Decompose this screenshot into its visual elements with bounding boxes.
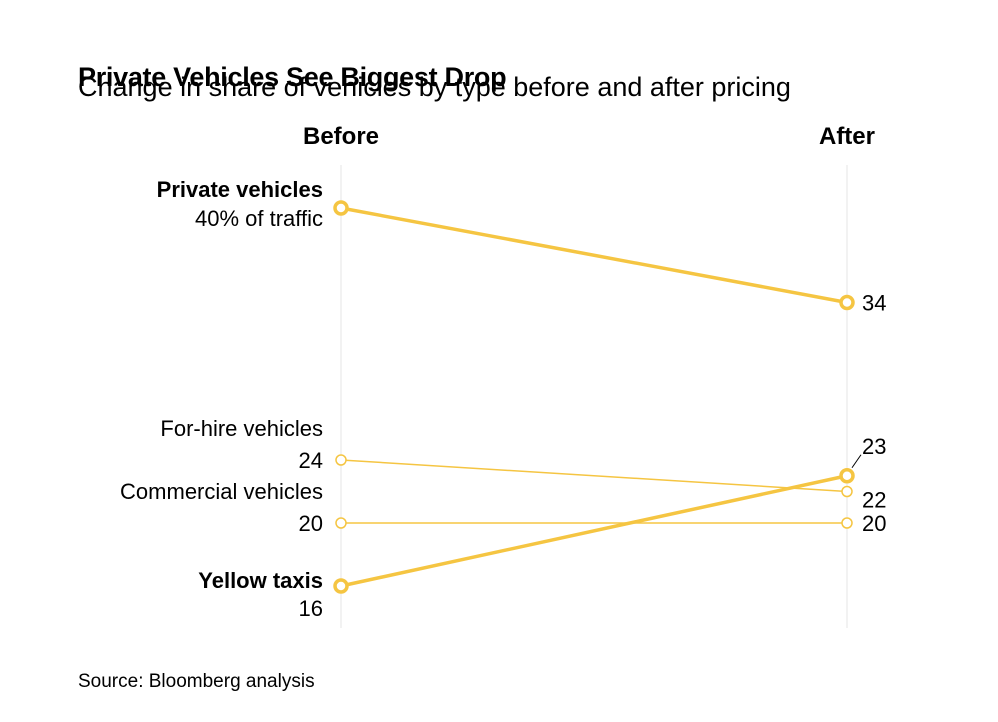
before-value-for-hire-vehicles: 24: [299, 448, 323, 473]
series-name-commercial-vehicles: Commercial vehicles: [120, 479, 323, 504]
after-value-private-vehicles: 34: [862, 291, 886, 316]
series-name-private-vehicles: Private vehicles: [157, 177, 323, 202]
point-after-for-hire-vehicles: [841, 485, 853, 498]
series-line-yellow-taxis: [339, 474, 849, 588]
before-value-yellow-taxis: 16: [299, 596, 323, 621]
point-before-commercial-vehicles: [335, 517, 347, 529]
after-value-commercial-vehicles: 20: [862, 511, 886, 536]
source-note: Source: Bloomberg analysis: [78, 671, 315, 692]
series-line-private-vehicles: [339, 206, 849, 305]
leader-line-yellow-taxis: [851, 454, 862, 469]
chart-subtitle: Change in share of vehicles by type befo…: [78, 72, 791, 102]
column-header-after: After: [819, 123, 875, 150]
point-before-private-vehicles: [333, 200, 349, 216]
after-value-for-hire-vehicles: 22: [862, 488, 886, 513]
point-after-private-vehicles: [839, 294, 855, 311]
series-name-yellow-taxis: Yellow taxis: [198, 568, 323, 593]
before-value-commercial-vehicles: 20: [299, 511, 323, 536]
after-value-yellow-taxis: 23: [862, 434, 886, 459]
series-name-for-hire-vehicles: For-hire vehicles: [160, 416, 323, 441]
point-before-yellow-taxis: [333, 578, 349, 594]
point-before-for-hire-vehicles: [335, 454, 347, 466]
point-after-yellow-taxis: [839, 468, 855, 484]
column-header-before: Before: [303, 123, 379, 150]
point-after-commercial-vehicles: [841, 517, 853, 529]
before-value-private-vehicles: 40% of traffic: [195, 206, 323, 231]
series-line-for-hire-vehicles: [340, 459, 848, 493]
chart-title: Private Vehicles See Biggest Drop: [78, 62, 507, 92]
